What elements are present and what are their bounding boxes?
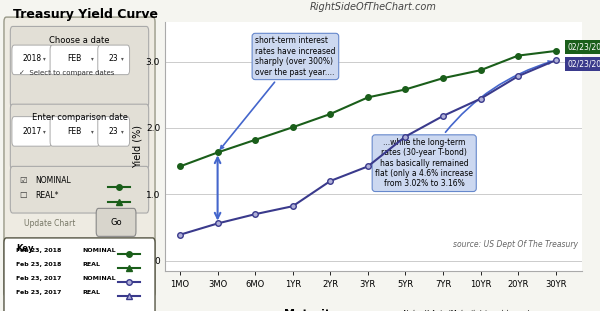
- Text: FEB: FEB: [68, 127, 82, 136]
- Text: 2017: 2017: [22, 127, 41, 136]
- FancyBboxPatch shape: [50, 117, 100, 146]
- Text: 02/23/2018: 02/23/2018: [568, 43, 600, 52]
- FancyBboxPatch shape: [12, 117, 52, 146]
- FancyBboxPatch shape: [10, 104, 149, 169]
- FancyBboxPatch shape: [12, 45, 52, 75]
- Text: Maturity: Maturity: [284, 309, 338, 311]
- FancyBboxPatch shape: [4, 238, 155, 311]
- FancyBboxPatch shape: [4, 17, 155, 297]
- Text: ▾: ▾: [121, 56, 124, 61]
- Text: Feb 23, 2018: Feb 23, 2018: [16, 262, 61, 267]
- Text: ▾: ▾: [91, 56, 94, 61]
- FancyBboxPatch shape: [50, 45, 100, 75]
- FancyBboxPatch shape: [10, 26, 149, 107]
- Text: Update Chart: Update Chart: [24, 219, 75, 228]
- Text: source: US Dept Of The Treasury: source: US Dept Of The Treasury: [453, 240, 578, 249]
- Text: ▾: ▾: [121, 129, 124, 134]
- Text: ▾: ▾: [43, 129, 46, 134]
- Text: 02/23/2017: 02/23/2017: [568, 60, 600, 69]
- Text: 23: 23: [109, 54, 118, 63]
- Text: NOMINAL: NOMINAL: [35, 176, 71, 185]
- Text: Feb 23, 2018: Feb 23, 2018: [16, 248, 61, 253]
- Text: ☑: ☑: [19, 176, 26, 185]
- Text: RightSideOfTheChart.com: RightSideOfTheChart.com: [310, 2, 437, 12]
- Text: REAL: REAL: [83, 262, 101, 267]
- Text: Key: Key: [16, 244, 34, 253]
- Text: 2018: 2018: [22, 54, 41, 63]
- Text: Go: Go: [110, 218, 122, 227]
- Text: Choose a date: Choose a date: [49, 36, 110, 45]
- Text: ☐: ☐: [19, 191, 26, 200]
- FancyBboxPatch shape: [96, 208, 136, 236]
- Text: Feb 23, 2017: Feb 23, 2017: [16, 290, 61, 295]
- Text: short-term interest
rates have increased
sharply (over 300%)
over the past year.: short-term interest rates have increased…: [221, 36, 335, 149]
- Text: Note: X-Axis (Maturity) is not to scale: Note: X-Axis (Maturity) is not to scale: [403, 309, 533, 311]
- Text: REAL: REAL: [83, 290, 101, 295]
- Text: NOMINAL: NOMINAL: [83, 248, 116, 253]
- FancyBboxPatch shape: [10, 166, 149, 213]
- Text: ▾: ▾: [43, 56, 46, 61]
- FancyBboxPatch shape: [98, 117, 130, 146]
- Text: ✓  Select to compare dates: ✓ Select to compare dates: [19, 70, 115, 76]
- Text: FEB: FEB: [68, 54, 82, 63]
- Text: ...while the long-term
rates (30-year T-bond)
has basically remained
flat (only : ...while the long-term rates (30-year T-…: [375, 61, 551, 188]
- Text: Enter comparison date: Enter comparison date: [32, 113, 128, 122]
- Text: Feb 23, 2017: Feb 23, 2017: [16, 276, 61, 281]
- Text: Treasury Yield Curve: Treasury Yield Curve: [13, 8, 158, 21]
- Text: ▾: ▾: [91, 129, 94, 134]
- Y-axis label: Yield (%): Yield (%): [133, 125, 143, 168]
- FancyBboxPatch shape: [98, 45, 130, 75]
- Text: NOMINAL: NOMINAL: [83, 276, 116, 281]
- Text: REAL*: REAL*: [35, 191, 58, 200]
- Text: 23: 23: [109, 127, 118, 136]
